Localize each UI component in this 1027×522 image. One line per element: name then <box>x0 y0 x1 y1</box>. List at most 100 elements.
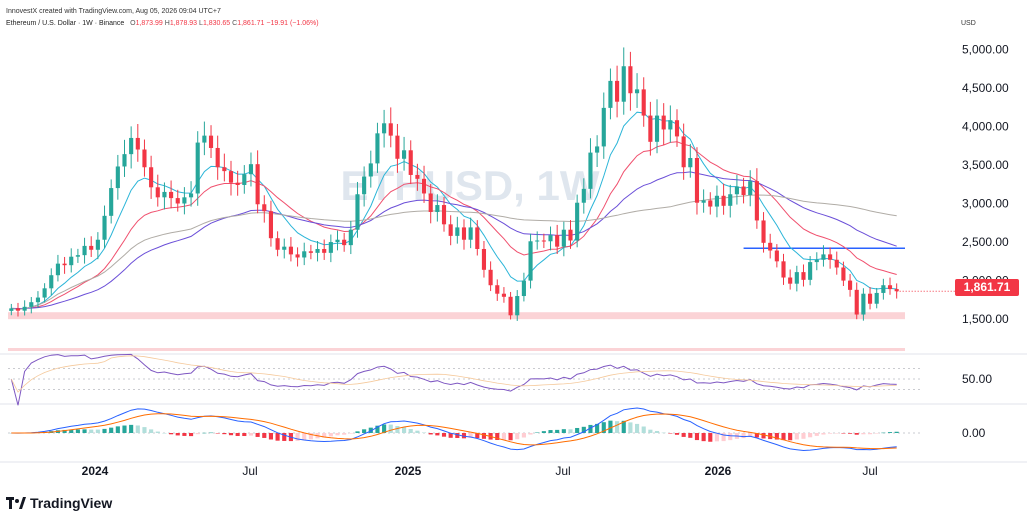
macd-histogram-bar <box>881 432 886 434</box>
candle-body <box>268 211 274 239</box>
macd-histogram-bar <box>588 424 593 433</box>
macd-histogram-bar <box>302 433 307 441</box>
macd-histogram-bar <box>155 431 160 433</box>
macd-histogram-bar <box>521 433 526 438</box>
support-zone-edge <box>8 348 905 351</box>
candle-body <box>688 158 693 168</box>
candle-body <box>202 135 207 143</box>
candle-body <box>854 289 859 315</box>
candle-body <box>308 251 313 253</box>
candle-body <box>382 123 387 134</box>
macd-histogram-bar <box>228 433 234 436</box>
footer-logo[interactable]: TradingView <box>6 494 112 512</box>
candle-body <box>828 254 833 260</box>
candle-body <box>581 188 586 203</box>
candle-body <box>734 186 739 195</box>
macd-histogram-bar <box>834 433 839 434</box>
candle-body <box>761 220 766 243</box>
candle-body <box>75 255 80 257</box>
close-value: 1,861.71 <box>237 20 265 27</box>
macd-histogram-bar <box>541 431 546 433</box>
macd-histogram-bar <box>748 433 753 437</box>
macd-histogram-bar <box>595 423 600 433</box>
macd-histogram-bar <box>262 433 267 438</box>
candle-body <box>288 246 293 255</box>
macd-histogram-bar <box>887 432 893 433</box>
candle-body <box>375 133 380 164</box>
candle-body <box>748 181 753 196</box>
candle-body <box>861 293 866 315</box>
macd-histogram-bar <box>854 433 859 435</box>
macd-histogram-bar <box>608 420 613 433</box>
macd-histogram-bar <box>515 433 520 440</box>
macd-histogram-bar <box>601 422 606 433</box>
candle-body <box>295 254 300 258</box>
candle-body <box>528 241 533 281</box>
symbol-legend[interactable]: Ethereum / U.S. Dollar · 1W · Binance O1… <box>6 20 319 27</box>
candle-body <box>568 229 573 241</box>
macd-histogram-bar <box>122 425 127 433</box>
tradingview-logo-icon <box>6 497 26 509</box>
candle-body <box>188 193 194 198</box>
macd-histogram-bar <box>255 433 260 437</box>
macd-histogram-bar <box>801 433 806 439</box>
candle-body <box>89 245 94 250</box>
macd-histogram-bar <box>575 427 580 433</box>
macd-histogram-bar <box>648 429 653 433</box>
macd-histogram-bar <box>841 433 846 434</box>
macd-histogram-bar <box>428 433 433 435</box>
candle-body <box>55 263 60 276</box>
candle-body <box>208 135 214 148</box>
candle-body <box>701 200 706 203</box>
macd-histogram-bar <box>568 429 573 433</box>
macd-histogram-bar <box>348 433 353 434</box>
macd-histogram-bar <box>654 430 660 433</box>
candle-body <box>9 308 14 311</box>
macd-histogram-bar <box>395 426 400 433</box>
macd-histogram-bar <box>701 433 706 442</box>
candle-body <box>69 256 74 266</box>
symbol-name: Ethereum / U.S. Dollar · 1W · Binance <box>6 20 125 27</box>
ema-slow-line <box>11 171 897 310</box>
candle-body <box>648 115 653 142</box>
candle-body <box>641 89 646 116</box>
candle-body <box>182 197 187 204</box>
candle-body <box>115 166 120 189</box>
macd-histogram-bar <box>714 433 720 442</box>
candle-body <box>402 150 407 159</box>
ema-mid-line <box>11 141 897 310</box>
candle-body <box>255 164 260 205</box>
macd-histogram-bar <box>634 423 640 433</box>
macd-histogram-bar <box>415 430 420 433</box>
macd-histogram-bar <box>794 433 799 440</box>
change-value: −19.91 (−1.06%) <box>266 20 319 27</box>
macd-histogram-bar <box>894 431 899 433</box>
candle-body <box>242 174 247 185</box>
candle-body <box>328 242 333 253</box>
candle-body <box>235 182 240 185</box>
macd-histogram-bar <box>162 432 167 434</box>
candle-body <box>122 154 127 167</box>
macd-histogram-bar <box>495 433 500 440</box>
close-label: C <box>232 20 238 27</box>
macd-histogram-bar <box>761 433 766 439</box>
candle-body <box>29 302 34 307</box>
macd-histogram-bar <box>821 433 826 435</box>
candle-body <box>521 280 526 297</box>
tradingview-brand: TradingView <box>30 495 113 511</box>
candle-body <box>794 272 799 284</box>
candle-body <box>781 261 786 278</box>
macd-histogram-bar <box>788 433 793 441</box>
macd-histogram-bar <box>109 427 114 433</box>
macd-histogram-bar <box>674 433 680 435</box>
candle-body <box>721 195 726 206</box>
sma-long-line <box>11 194 897 311</box>
macd-histogram-bar <box>561 429 566 433</box>
macd-histogram-bar <box>681 433 686 437</box>
candle-body <box>841 267 846 281</box>
macd-histogram-bar <box>142 427 147 433</box>
candle-body <box>195 142 200 194</box>
macd-histogram-bar <box>275 433 280 441</box>
macd-histogram-bar <box>402 427 407 433</box>
